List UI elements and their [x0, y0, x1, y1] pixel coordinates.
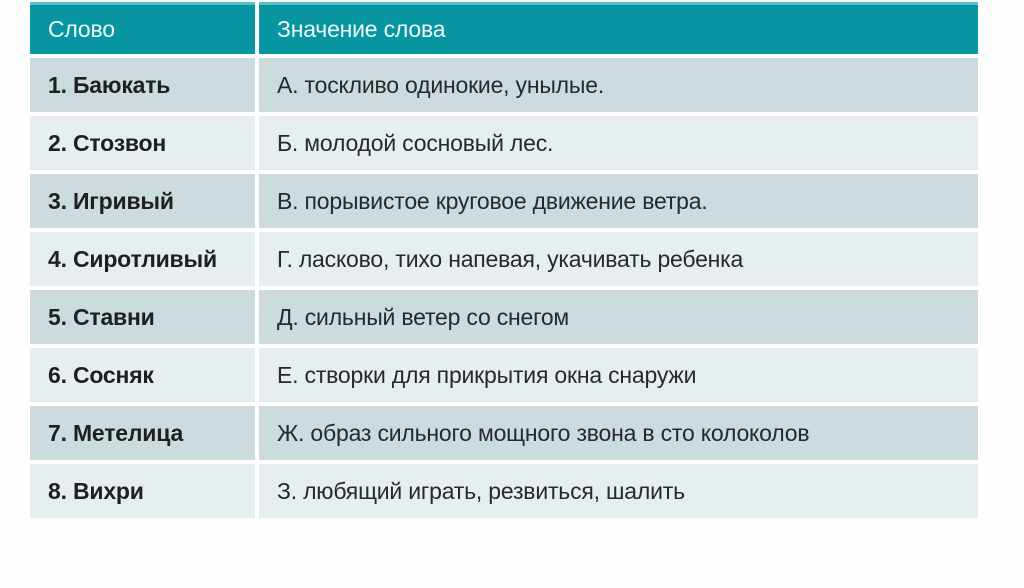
meaning-cell: В. порывистое круговое движение ветра.: [259, 174, 978, 228]
word-cell: 2. Стозвон: [30, 116, 255, 170]
word-cell: 7. Метелица: [30, 406, 255, 460]
meaning-cell: Е. створки для прикрытия окна снаружи: [259, 348, 978, 402]
word-cell: 3. Игривый: [30, 174, 255, 228]
word-cell: 6. Сосняк: [30, 348, 255, 402]
word-cell: 1. Баюкать: [30, 58, 255, 112]
meaning-cell: Б. молодой сосновый лес.: [259, 116, 978, 170]
word-cell: 5. Ставни: [30, 290, 255, 344]
meaning-cell: А. тоскливо одинокие, унылые.: [259, 58, 978, 112]
column-header-word: Слово: [30, 2, 255, 54]
word-cell: 8. Вихри: [30, 464, 255, 518]
meaning-cell: Ж. образ сильного мощного звона в сто ко…: [259, 406, 978, 460]
meaning-cell: Д. сильный ветер со снегом: [259, 290, 978, 344]
vocabulary-matching-slide: Слово Значение слова 1. Баюкать А. тоскл…: [30, 2, 978, 518]
column-header-meaning: Значение слова: [259, 2, 978, 54]
word-cell: 4. Сиротливый: [30, 232, 255, 286]
meaning-cell: Г. ласково, тихо напевая, укачивать ребе…: [259, 232, 978, 286]
matching-table: Слово Значение слова 1. Баюкать А. тоскл…: [30, 2, 978, 518]
meaning-cell: З. любящий играть, резвиться, шалить: [259, 464, 978, 518]
